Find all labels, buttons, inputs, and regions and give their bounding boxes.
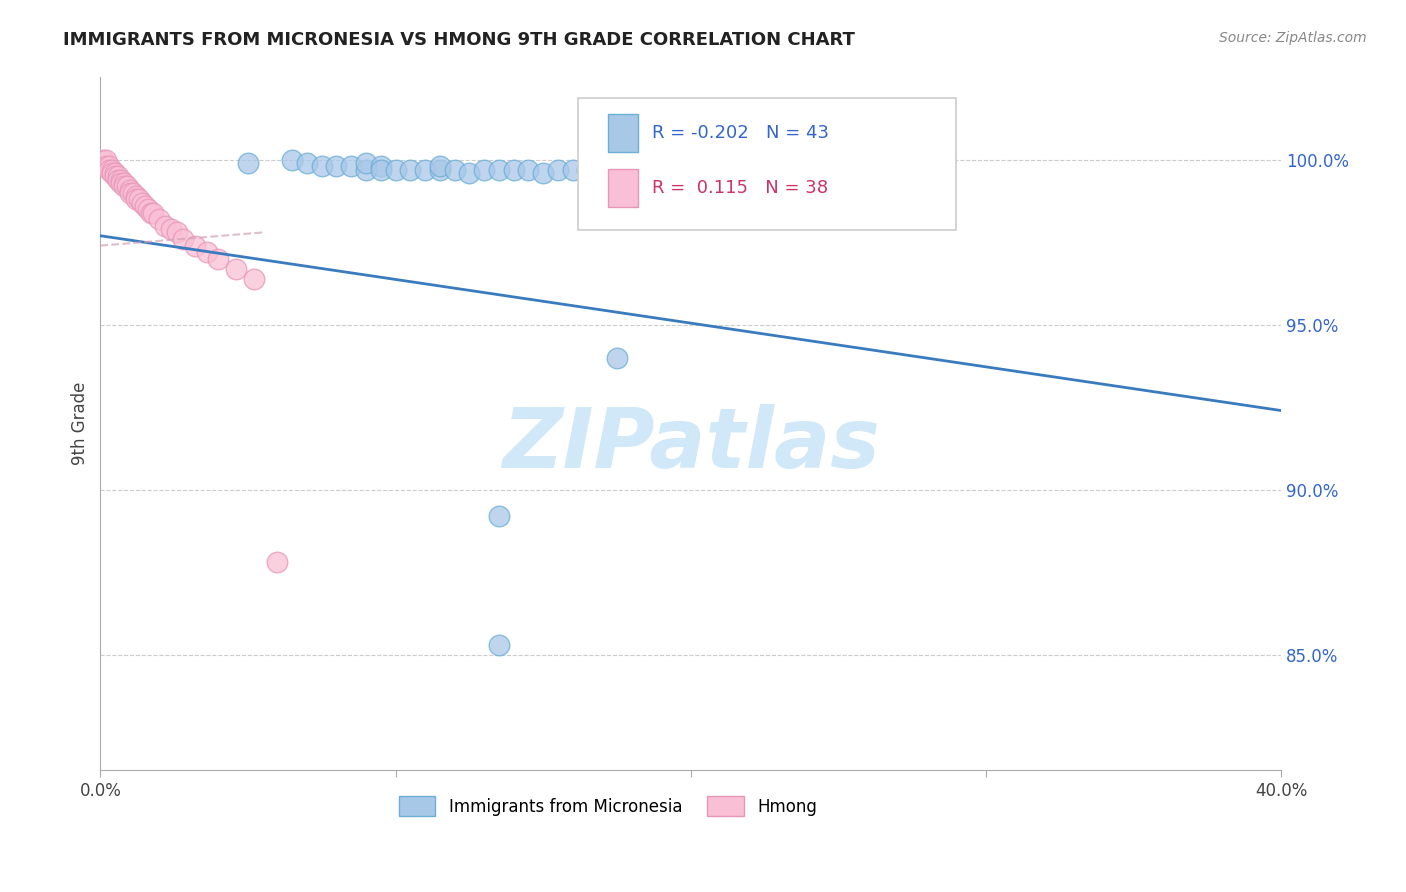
- Point: [458, 166, 481, 180]
- Point: [827, 166, 849, 180]
- Point: [184, 238, 207, 252]
- Point: [797, 162, 820, 177]
- Point: [160, 222, 183, 236]
- Point: [591, 162, 613, 177]
- Point: [166, 226, 188, 240]
- Bar: [607, 114, 637, 152]
- Point: [118, 186, 141, 200]
- Point: [429, 160, 451, 174]
- Point: [148, 212, 170, 227]
- Point: [738, 166, 761, 180]
- Point: [354, 162, 377, 177]
- Point: [104, 166, 127, 180]
- Point: [502, 162, 524, 177]
- Point: [155, 219, 177, 233]
- Point: [110, 172, 132, 186]
- Point: [606, 162, 628, 177]
- Point: [488, 638, 510, 652]
- Point: [650, 162, 672, 177]
- Point: [384, 162, 406, 177]
- Point: [886, 166, 908, 180]
- Point: [243, 271, 266, 285]
- Point: [561, 162, 583, 177]
- Point: [225, 261, 247, 276]
- Point: [112, 176, 135, 190]
- Point: [472, 162, 495, 177]
- Point: [104, 169, 127, 184]
- Point: [709, 162, 731, 177]
- Text: Source: ZipAtlas.com: Source: ZipAtlas.com: [1219, 31, 1367, 45]
- Point: [724, 162, 747, 177]
- Point: [207, 252, 229, 266]
- Point: [443, 162, 465, 177]
- Point: [340, 160, 363, 174]
- Point: [488, 162, 510, 177]
- Point: [665, 166, 688, 180]
- Point: [413, 162, 436, 177]
- Point: [325, 160, 347, 174]
- Point: [112, 179, 135, 194]
- Point: [517, 162, 540, 177]
- Legend: Immigrants from Micronesia, Hmong: Immigrants from Micronesia, Hmong: [391, 788, 825, 824]
- Point: [266, 555, 288, 569]
- Point: [98, 160, 121, 174]
- Point: [96, 160, 118, 174]
- Text: ZIPatlas: ZIPatlas: [502, 404, 880, 485]
- Point: [136, 202, 159, 217]
- Text: R = -0.202   N = 43: R = -0.202 N = 43: [652, 124, 828, 142]
- Point: [768, 162, 790, 177]
- Text: R =  0.115   N = 38: R = 0.115 N = 38: [652, 179, 828, 197]
- Point: [695, 162, 717, 177]
- Point: [96, 153, 118, 167]
- Point: [295, 156, 318, 170]
- Point: [547, 162, 569, 177]
- Point: [139, 205, 162, 219]
- Point: [856, 162, 879, 177]
- Point: [281, 153, 304, 167]
- Point: [370, 160, 392, 174]
- Point: [131, 195, 153, 210]
- Point: [107, 169, 129, 184]
- Point: [576, 162, 599, 177]
- Point: [125, 193, 148, 207]
- Point: [354, 156, 377, 170]
- Point: [134, 199, 156, 213]
- Point: [429, 162, 451, 177]
- Point: [679, 162, 702, 177]
- Point: [125, 189, 148, 203]
- Point: [101, 162, 124, 177]
- Point: [370, 162, 392, 177]
- Point: [110, 176, 132, 190]
- Point: [488, 509, 510, 524]
- Y-axis label: 9th Grade: 9th Grade: [72, 382, 89, 466]
- Point: [121, 186, 143, 200]
- Point: [620, 162, 643, 177]
- Point: [531, 166, 554, 180]
- Point: [101, 166, 124, 180]
- Point: [236, 156, 259, 170]
- Point: [311, 160, 333, 174]
- Text: IMMIGRANTS FROM MICRONESIA VS HMONG 9TH GRADE CORRELATION CHART: IMMIGRANTS FROM MICRONESIA VS HMONG 9TH …: [63, 31, 855, 49]
- Point: [98, 162, 121, 177]
- Point: [142, 205, 165, 219]
- Bar: [607, 169, 637, 207]
- Point: [172, 232, 194, 246]
- Point: [91, 153, 114, 167]
- Point: [118, 183, 141, 197]
- Point: [107, 172, 129, 186]
- Point: [115, 179, 138, 194]
- Point: [399, 162, 422, 177]
- FancyBboxPatch shape: [578, 98, 956, 230]
- Point: [606, 351, 628, 365]
- Point: [128, 193, 150, 207]
- Point: [195, 245, 218, 260]
